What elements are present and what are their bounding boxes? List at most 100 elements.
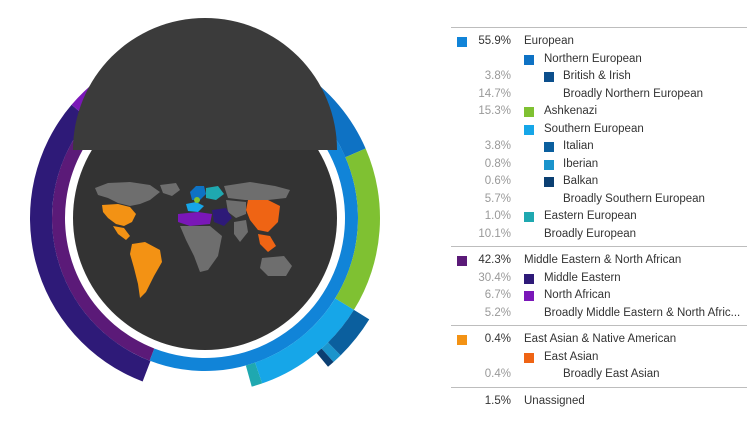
legend-row-eastern[interactable]: 1.0% Eastern European — [451, 208, 747, 226]
european-label: European — [524, 35, 574, 47]
european-swatch — [457, 37, 467, 47]
map-africa — [180, 226, 222, 272]
legend-row-broadly-northern[interactable]: 14.7% Broadly Northern European — [451, 86, 747, 104]
ring3-balkan[interactable] — [316, 348, 334, 367]
legend-row-broadly-southern[interactable]: 5.7% Broadly Southern European — [451, 191, 747, 209]
mena-swatch — [457, 256, 467, 266]
legend-row-european[interactable]: 55.9% European — [451, 33, 747, 51]
european-pct: 55.9% — [478, 35, 511, 47]
broadly-southern-pct: 5.7% — [484, 192, 511, 205]
map-europe-north — [190, 186, 206, 200]
eastern-swatch — [524, 212, 534, 222]
balkan-pct: 0.6% — [484, 175, 511, 187]
italian-swatch — [544, 142, 554, 152]
ashkenazi-label: Ashkenazi — [544, 105, 598, 117]
north-african-label: North African — [544, 289, 611, 301]
eastern-pct: 1.0% — [484, 210, 511, 222]
broadly-mena-label: Broadly Middle Eastern & North Afric... — [544, 306, 741, 319]
divider — [451, 27, 747, 28]
group-european: 55.9% European Northern European 3.8% Br… — [451, 28, 747, 246]
map-europe-east — [206, 186, 224, 200]
legend-row-unassigned[interactable]: 1.5% Unassigned — [451, 393, 747, 411]
world-map — [73, 18, 337, 350]
legend-row-ashkenazi[interactable]: 15.3% Ashkenazi — [451, 103, 747, 121]
divider — [451, 386, 747, 388]
middle-eastern-swatch — [524, 273, 534, 284]
legend-row-iberian[interactable]: 0.8% Iberian — [451, 156, 747, 174]
italian-label: Italian — [563, 140, 594, 152]
british-label: British & Irish — [563, 70, 631, 82]
legend-row-east-asian-native[interactable]: 0.4% East Asian & Native American — [451, 331, 747, 349]
british-pct: 3.8% — [484, 70, 511, 82]
east-asian-label: East Asian — [544, 350, 599, 363]
broadly-european-label: Broadly European — [544, 227, 637, 240]
east-asian-native-swatch — [457, 335, 467, 345]
legend-row-middle-eastern[interactable]: 30.4% Middle Eastern — [451, 270, 747, 288]
map-north-america — [95, 182, 160, 206]
map-south-america — [130, 242, 162, 298]
middle-eastern-label: Middle Eastern — [544, 271, 621, 284]
map-se-asia — [258, 234, 276, 252]
legend-row-british[interactable]: 3.8% British & Irish — [451, 68, 747, 86]
southern-label: Southern European — [544, 122, 644, 135]
broadly-east-asian-label: Broadly East Asian — [563, 368, 660, 380]
eastern-label: Eastern European — [544, 210, 637, 222]
northern-label: Northern European — [544, 52, 642, 65]
legend-row-balkan[interactable]: 0.6% Balkan — [451, 173, 747, 191]
ashkenazi-swatch — [524, 107, 534, 117]
map-north-africa — [178, 212, 212, 226]
legend-row-italian[interactable]: 3.8% Italian — [451, 138, 747, 156]
legend-row-east-asian[interactable]: East Asian — [451, 349, 747, 367]
broadly-northern-label: Broadly Northern European — [563, 87, 703, 100]
broadly-european-pct: 10.1% — [478, 227, 511, 240]
east-asian-swatch — [524, 352, 534, 363]
legend-row-northern[interactable]: Northern European — [451, 51, 747, 69]
legend-row-mena[interactable]: 42.3% Middle Eastern & North African — [451, 252, 747, 270]
map-russia — [224, 182, 290, 200]
ring2-southern-european[interactable] — [255, 298, 354, 384]
italian-pct: 3.8% — [484, 140, 511, 152]
southern-swatch — [524, 124, 534, 135]
divider — [451, 325, 747, 326]
map-ashkenazi-dot — [194, 197, 200, 203]
legend-row-broadly-mena[interactable]: 5.2% Broadly Middle Eastern & North Afri… — [451, 305, 747, 323]
ring2-middle-eastern[interactable] — [30, 104, 151, 382]
northern-swatch — [524, 54, 534, 65]
iberian-swatch — [544, 159, 554, 170]
broadly-northern-pct: 14.7% — [478, 87, 511, 100]
group-mena: 42.3% Middle Eastern & North African 30.… — [451, 247, 747, 325]
unassigned-pct: 1.5% — [484, 394, 511, 407]
balkan-swatch — [544, 177, 554, 187]
ring3-iberian[interactable] — [321, 342, 341, 362]
group-unassigned: 1.5% Unassigned — [451, 388, 747, 414]
legend-row-north-african[interactable]: 6.7% North African — [451, 287, 747, 305]
east-asian-native-label: East Asian & Native American — [524, 333, 677, 345]
british-swatch — [544, 72, 554, 82]
map-middle-east — [212, 208, 232, 226]
map-greenland — [160, 183, 180, 196]
balkan-label: Balkan — [563, 175, 599, 187]
broadly-southern-label: Broadly Southern European — [563, 192, 705, 205]
north-african-swatch — [524, 291, 534, 301]
north-african-pct: 6.7% — [484, 289, 511, 301]
ancestry-legend: 55.9% European Northern European 3.8% Br… — [451, 27, 747, 413]
legend-row-southern[interactable]: Southern European — [451, 121, 747, 139]
divider — [451, 246, 747, 247]
map-usa — [102, 204, 136, 226]
east-asian-native-pct: 0.4% — [484, 333, 511, 345]
ring2-eastern-european[interactable] — [245, 362, 263, 387]
legend-row-broadly-european[interactable]: 10.1% Broadly European — [451, 226, 747, 244]
map-india — [234, 220, 248, 242]
group-east-asian-native: 0.4% East Asian & Native American East A… — [451, 326, 747, 387]
broadly-east-asian-pct: 0.4% — [484, 368, 511, 380]
ring2-ashkenazi[interactable] — [335, 148, 381, 310]
legend-row-broadly-east-asian[interactable]: 0.4% Broadly East Asian — [451, 366, 747, 384]
map-mexico — [113, 226, 130, 240]
map-australia — [260, 256, 292, 276]
map-top-shade — [73, 18, 337, 150]
ancestry-sunburst-chart — [30, 18, 381, 387]
ashkenazi-pct: 15.3% — [478, 105, 511, 117]
mena-pct: 42.3% — [478, 254, 511, 266]
ring3-italian[interactable] — [327, 309, 370, 356]
broadly-mena-pct: 5.2% — [484, 306, 511, 319]
